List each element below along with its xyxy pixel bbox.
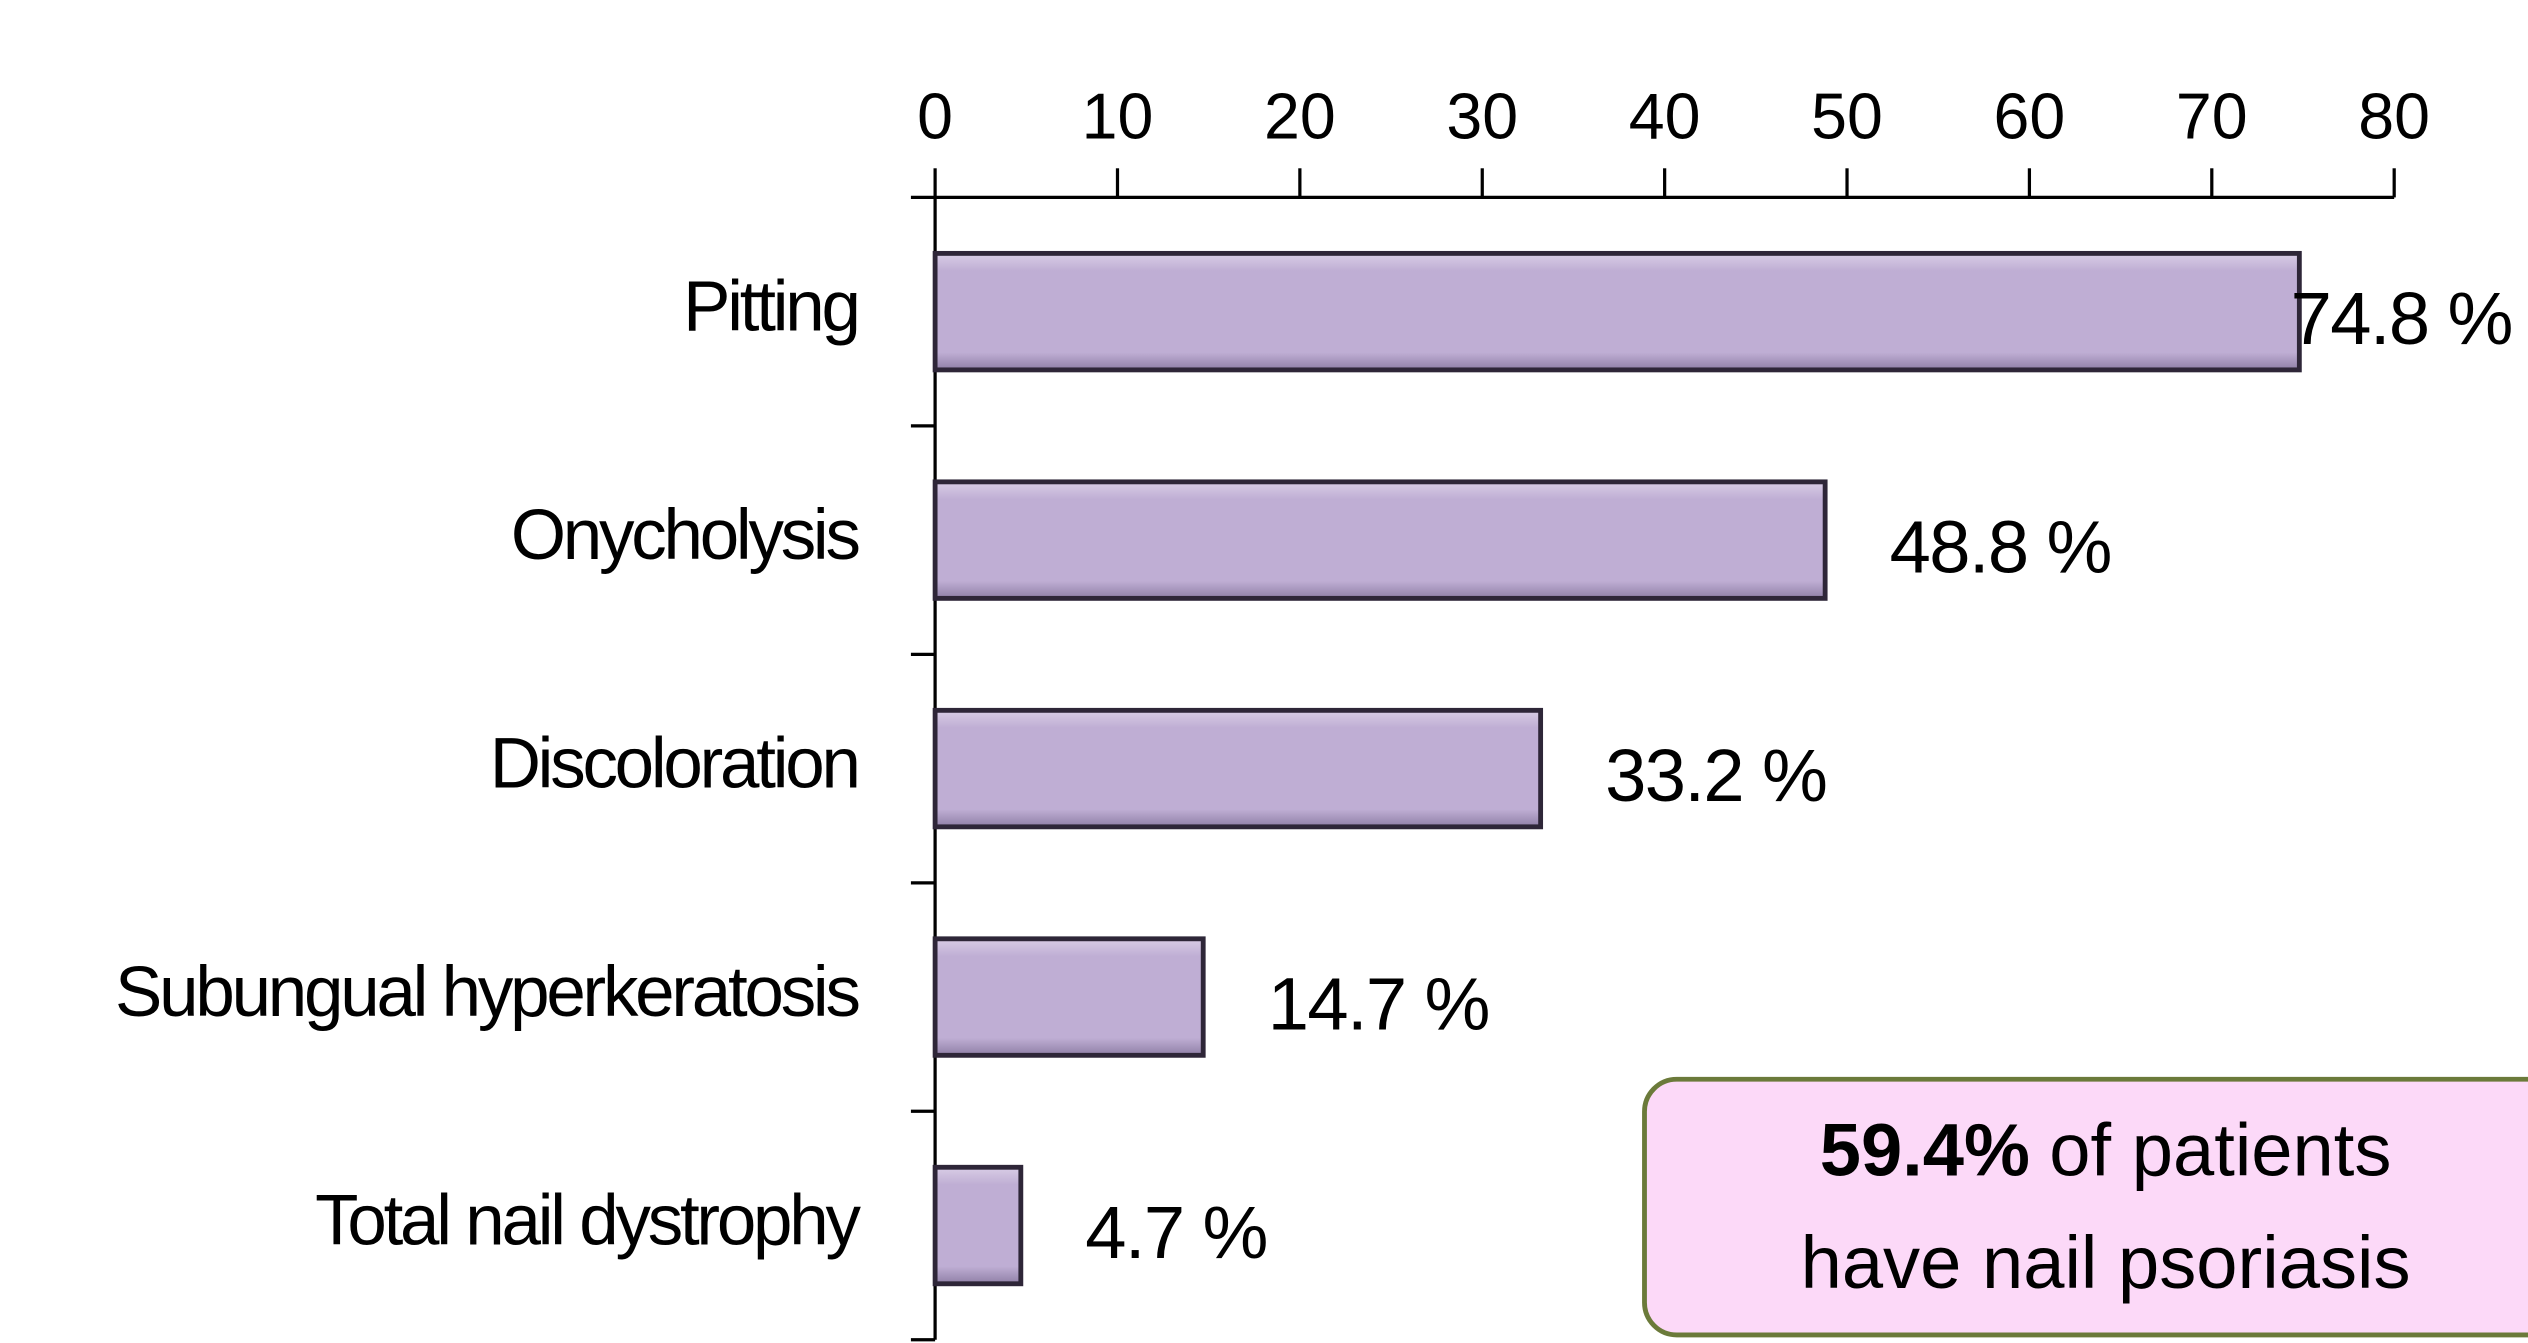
x-tick-label: 30: [1446, 80, 1518, 152]
x-tick-label: 80: [2358, 80, 2430, 152]
value-label: 74.8 %: [2291, 277, 2512, 360]
x-tick-label: 10: [1082, 80, 1154, 152]
annotation-text: of patients: [2049, 1108, 2391, 1191]
bar: [932, 479, 1828, 601]
bar: [932, 250, 2302, 373]
annotation-bold: 59.4%: [1820, 1108, 2030, 1191]
category-label: Onycholysis: [511, 496, 859, 575]
category-label: Total nail dystrophy: [315, 1181, 861, 1260]
bar: [932, 936, 1206, 1058]
bar: [932, 1164, 1024, 1287]
category-label: Subungual hyperkeratosis: [115, 953, 858, 1032]
value-label: 14.7 %: [1268, 963, 1489, 1046]
x-tick-label: 70: [2176, 80, 2248, 152]
x-tick-label: 20: [1264, 80, 1336, 152]
bar: [932, 707, 1544, 830]
x-tick-label: 60: [1994, 80, 2066, 152]
annotation-line-2: have nail psoriasis: [1801, 1221, 2411, 1304]
category-label: Discoloration: [490, 724, 858, 803]
value-label: 4.7 %: [1085, 1191, 1267, 1274]
x-tick-label: 0: [917, 80, 953, 152]
x-tick-label: 40: [1629, 80, 1701, 152]
annotation-line-1: 59.4% of patients: [1820, 1108, 2392, 1191]
category-label: Pitting: [683, 267, 858, 346]
x-tick-label: 50: [1811, 80, 1883, 152]
value-label: 33.2 %: [1605, 734, 1826, 817]
annotation-box: [1642, 1076, 2528, 1338]
value-label: 48.8 %: [1890, 506, 2111, 589]
